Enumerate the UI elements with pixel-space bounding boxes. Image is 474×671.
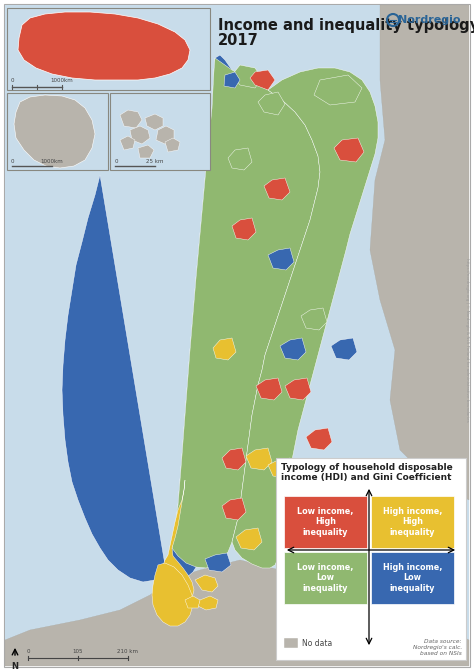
Polygon shape (130, 126, 150, 144)
Text: N: N (11, 662, 18, 671)
Text: Data source:
Nordregio's calc.
based on NSIs: Data source: Nordregio's calc. based on … (413, 639, 462, 656)
Bar (371, 496, 454, 548)
Polygon shape (172, 58, 320, 568)
Polygon shape (250, 70, 275, 90)
Text: Low income,
Low
inequality: Low income, Low inequality (297, 563, 354, 593)
Polygon shape (232, 68, 378, 568)
Polygon shape (264, 178, 290, 200)
Text: Nordregio: Nordregio (398, 15, 461, 25)
Polygon shape (286, 460, 312, 482)
Bar (284, 638, 298, 648)
Polygon shape (370, 5, 469, 500)
Bar (371, 552, 454, 604)
Text: 0: 0 (115, 159, 118, 164)
Polygon shape (222, 498, 246, 520)
Polygon shape (268, 248, 294, 270)
Polygon shape (222, 448, 246, 470)
Polygon shape (331, 338, 357, 360)
Polygon shape (334, 138, 364, 162)
Polygon shape (205, 553, 231, 572)
Polygon shape (306, 428, 332, 450)
Text: https://nordregio.org | © Nordregio & NLS Finland for administrative boundaries: https://nordregio.org | © Nordregio & NL… (465, 258, 469, 422)
Polygon shape (301, 308, 327, 330)
Text: High income,
High
inequality: High income, High inequality (383, 507, 442, 537)
Polygon shape (156, 126, 174, 144)
Polygon shape (268, 458, 294, 478)
Bar (7, 93, 108, 170)
Bar (110, 93, 210, 170)
Polygon shape (120, 110, 142, 128)
Text: Income and inequality typology: Income and inequality typology (218, 18, 474, 33)
Polygon shape (232, 218, 256, 240)
Polygon shape (120, 136, 135, 150)
Text: 0: 0 (26, 649, 30, 654)
Text: 105: 105 (73, 649, 83, 654)
Polygon shape (285, 378, 311, 400)
Polygon shape (145, 114, 163, 130)
Polygon shape (5, 560, 469, 666)
Polygon shape (246, 448, 272, 470)
Polygon shape (280, 338, 306, 360)
Polygon shape (195, 575, 218, 592)
Text: 0: 0 (10, 78, 14, 83)
Polygon shape (152, 563, 193, 626)
Bar (284, 496, 367, 548)
Polygon shape (14, 95, 95, 168)
Polygon shape (157, 480, 194, 612)
Polygon shape (236, 528, 262, 550)
Polygon shape (256, 378, 282, 400)
Bar (284, 552, 367, 604)
Text: No data: No data (302, 639, 332, 648)
Polygon shape (232, 65, 262, 88)
Text: Typology of household disposable
income (HDI) and Gini Coefficient: Typology of household disposable income … (281, 463, 453, 482)
Bar (7, 8, 210, 90)
Polygon shape (224, 72, 240, 88)
Text: 2017: 2017 (218, 33, 259, 48)
Polygon shape (228, 148, 252, 170)
Polygon shape (213, 338, 236, 360)
Text: 1000km: 1000km (41, 159, 64, 164)
Polygon shape (198, 596, 218, 610)
Text: 25 km: 25 km (146, 159, 164, 164)
Polygon shape (62, 55, 254, 583)
Text: Low income,
High
inequality: Low income, High inequality (297, 507, 354, 537)
Bar (276, 458, 466, 660)
Text: High income,
Low
inequality: High income, Low inequality (383, 563, 442, 593)
Text: 0: 0 (10, 159, 14, 164)
Text: 210 km: 210 km (118, 649, 138, 654)
Text: 1000km: 1000km (51, 78, 73, 83)
Polygon shape (185, 596, 200, 608)
Polygon shape (18, 12, 190, 80)
Polygon shape (138, 145, 154, 158)
Polygon shape (258, 92, 285, 115)
Polygon shape (165, 138, 180, 152)
Polygon shape (314, 75, 362, 105)
